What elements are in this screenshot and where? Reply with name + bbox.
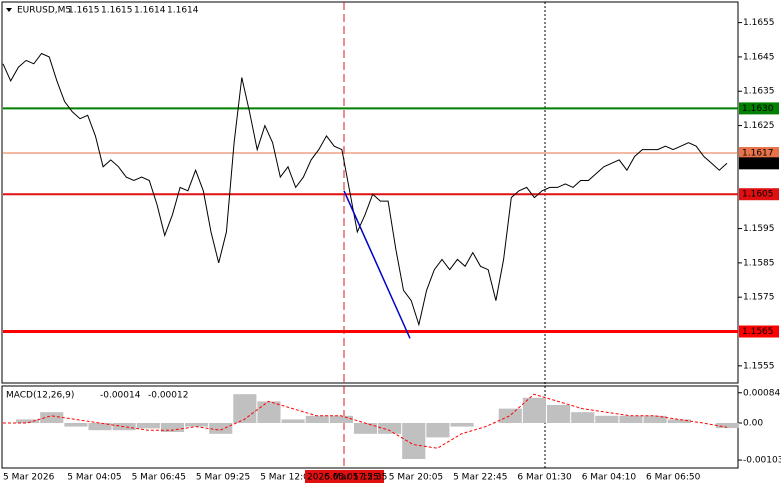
x-tick-label: 5 Mar 09:25 xyxy=(196,473,250,483)
level-label: 1.1630 xyxy=(742,104,774,114)
level-label-box xyxy=(739,188,779,201)
macd-bar xyxy=(547,405,571,423)
macd-bar xyxy=(402,423,426,459)
y-tick-label: 1.1585 xyxy=(743,258,775,268)
last-price-label: 1.1614 xyxy=(742,159,774,169)
x-tick-label: 5 Mar 2026 xyxy=(3,473,55,483)
y-tick-label: 1.1555 xyxy=(743,361,775,371)
macd-bar xyxy=(64,423,88,427)
x-tick-label: 5 Mar 22:45 xyxy=(453,473,507,483)
x-tick-label: 5 Mar 12:0 xyxy=(260,473,309,483)
main-panel xyxy=(1,1,739,384)
y-tick-label: 1.1645 xyxy=(743,52,775,62)
y-tick-label: 1.1595 xyxy=(743,224,775,234)
ohlc-value: 1.1614 xyxy=(134,6,166,16)
x-tick-label: 5 Mar 04:05 xyxy=(67,473,121,483)
level-label: 1.1605 xyxy=(742,190,774,200)
macd-bar xyxy=(209,423,233,434)
level-label: 1.1565 xyxy=(742,327,774,337)
ohlc-value: 1.1614 xyxy=(167,6,199,16)
y-tick-label: 1.1655 xyxy=(743,18,775,28)
macd-signal xyxy=(3,393,728,449)
macd-bar xyxy=(40,412,64,423)
macd-readout: -0.00014 xyxy=(100,391,141,401)
x-tick-label: 6 Mar 01:30 xyxy=(517,473,572,483)
macd-readout: -0.00012 xyxy=(148,391,188,401)
macd-y-tick-label: 0.00084 xyxy=(743,388,780,398)
macd-bar xyxy=(667,419,691,423)
x-tick-label: 6 Mar 06:50 xyxy=(646,473,701,483)
last-price-box xyxy=(739,157,779,170)
macd-bar xyxy=(522,397,546,423)
macd-bar xyxy=(16,419,40,423)
macd-bar xyxy=(643,415,667,423)
x-tick-label: 6 Mar 04:10 xyxy=(582,473,637,483)
price-line xyxy=(2,52,728,327)
macd-bar xyxy=(88,423,112,431)
y-tick-label: 1.1635 xyxy=(743,87,775,97)
macd-bar xyxy=(160,423,184,432)
macd-bar xyxy=(257,401,281,423)
macd-bar xyxy=(281,419,305,423)
macd-y-tick-label: -0.00103 xyxy=(743,456,781,466)
macd-bar xyxy=(305,415,329,423)
macd-bar xyxy=(378,423,402,434)
level-label-box xyxy=(739,102,779,115)
macd-bar xyxy=(450,423,474,427)
y-tick-label: 1.1575 xyxy=(743,293,775,303)
x-tick-label: 5 Mar 20:05 xyxy=(389,473,443,483)
x-tick-label: 5 Mar 17:25 xyxy=(325,473,379,483)
macd-bar xyxy=(329,415,353,423)
crosshair-time-label: 2026.03.05 15:35 xyxy=(307,473,387,483)
macd-title: MACD(12,26,9) xyxy=(6,391,74,401)
macd-y-tick-label: 0.00 xyxy=(743,419,763,429)
macd-bar xyxy=(185,423,209,427)
y-tick-label: 1.1625 xyxy=(743,121,775,131)
macd-bar xyxy=(233,394,257,423)
macd-bar xyxy=(498,408,522,423)
macd-bar xyxy=(112,423,136,431)
crosshair-time-box xyxy=(305,470,384,483)
macd-bar xyxy=(595,415,619,423)
macd-bar xyxy=(136,423,160,429)
ohlc-value: 1.1615 xyxy=(101,6,133,16)
symbol: EURUSD,M5 xyxy=(17,6,71,16)
macd-bar xyxy=(619,415,643,423)
level-label-box xyxy=(739,147,779,160)
trendline xyxy=(343,190,411,339)
x-tick-label: 5 Mar 06:45 xyxy=(132,473,186,483)
menu-arrow xyxy=(6,8,12,12)
macd-bar xyxy=(571,412,595,423)
level-label: 1.1617 xyxy=(742,149,774,159)
macd-bar xyxy=(715,423,740,429)
macd-bar xyxy=(426,423,450,438)
macd-bar xyxy=(353,423,378,434)
level-label-box xyxy=(739,325,779,338)
ohlc-value: 1.1615 xyxy=(68,6,100,16)
